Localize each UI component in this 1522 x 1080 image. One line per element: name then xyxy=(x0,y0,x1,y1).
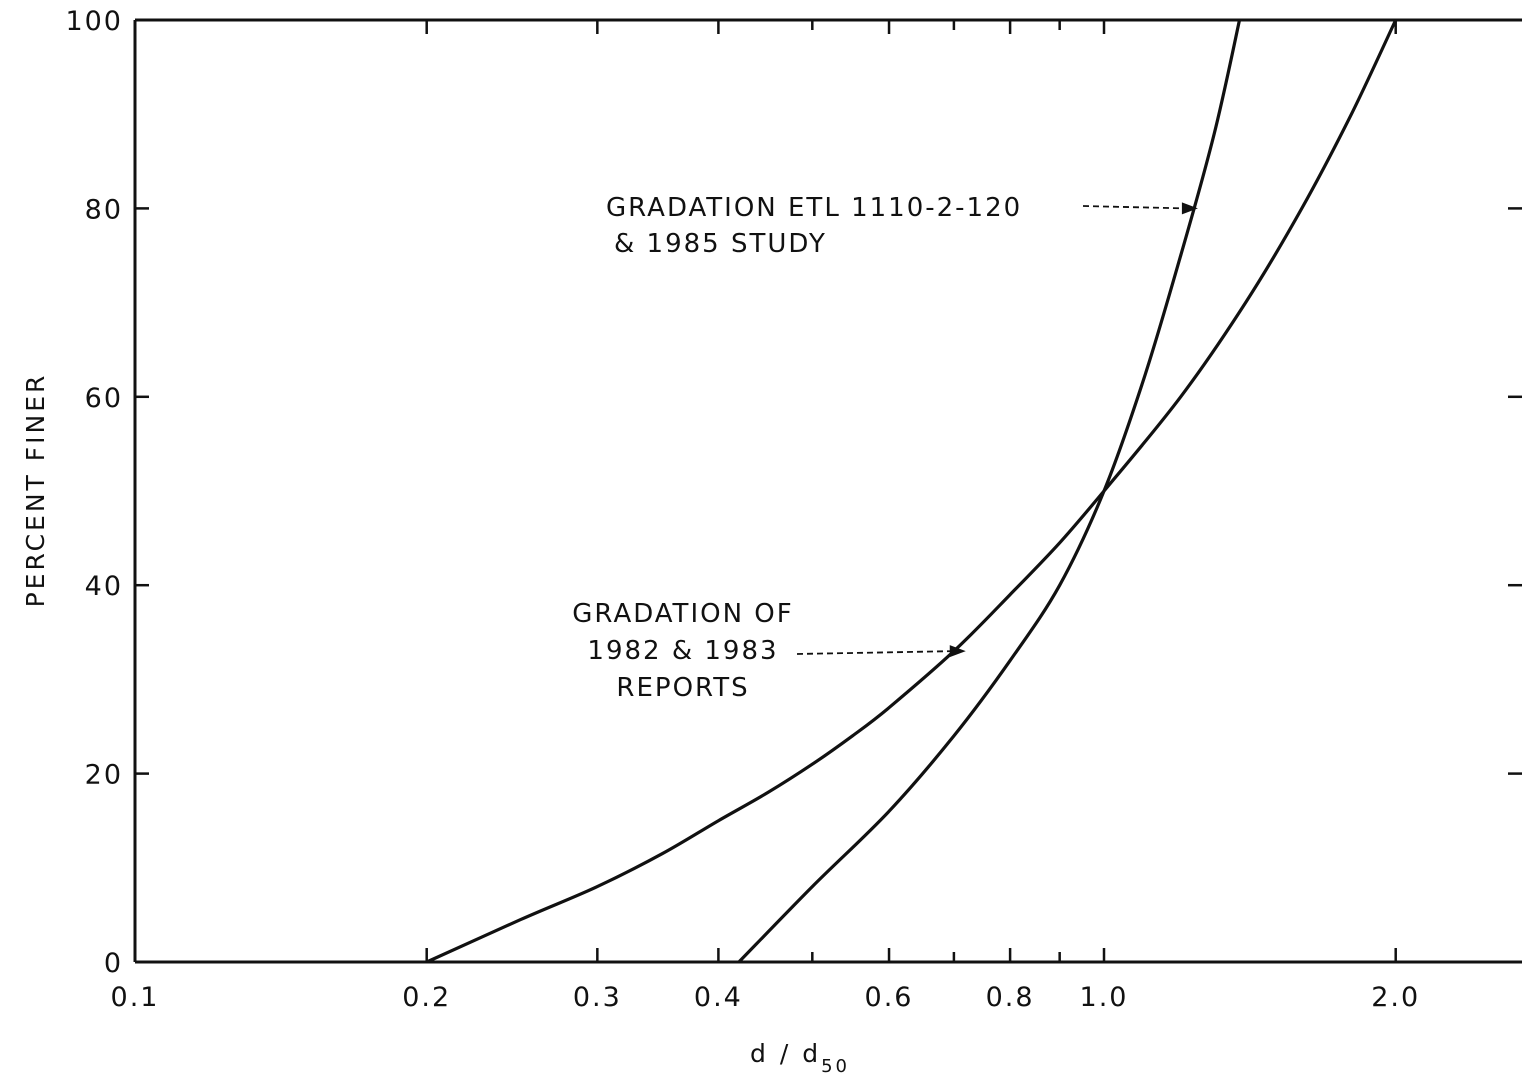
axes xyxy=(133,18,1522,964)
annotation-1-line-1: GRADATION ETL 1110-2-120 xyxy=(606,193,1022,223)
annotation-2-line-2: 1982 & 1983 xyxy=(587,636,778,666)
x-tick-label: 0.6 xyxy=(865,982,914,1013)
annotation-2-arrowhead xyxy=(949,645,966,658)
x-tick-label: 0.8 xyxy=(986,982,1035,1013)
x-tick-label: 0.3 xyxy=(573,982,622,1013)
annotation-2-line-1: GRADATION OF xyxy=(572,599,793,629)
y-tick-label: 20 xyxy=(85,760,123,791)
x-axis-title-main: d / d xyxy=(750,1039,821,1068)
x-axis-title-subscript: 50 xyxy=(821,1056,850,1077)
tick-labels: 0.1 0.2 0.3 0.4 0.6 0.8 1.0 2.0 0 20 40 60 80 100 xyxy=(65,6,1420,1013)
annotation-2-line-3: REPORTS xyxy=(616,673,749,703)
annotation-2-leader xyxy=(796,650,954,655)
annotations-layer: GRADATION ETL 1110-2-120 & 1985 STUDY GRAD… xyxy=(572,193,1198,703)
x-tick-label: 2.0 xyxy=(1371,982,1420,1013)
y-tick-label: 100 xyxy=(65,6,123,37)
gradation-curve-narrow xyxy=(737,19,1242,964)
y-tick-label: 60 xyxy=(85,383,123,414)
ticks xyxy=(133,18,1522,964)
x-tick-label: 0.4 xyxy=(694,982,743,1013)
x-tick-label: 1.0 xyxy=(1080,982,1129,1013)
gradation-curve-wide xyxy=(426,19,1398,964)
annotation-1-arrowhead xyxy=(1181,202,1198,215)
y-tick-label: 80 xyxy=(85,194,123,225)
x-axis-title: d / d50 xyxy=(750,1039,850,1077)
annotation-1-leader xyxy=(1082,205,1186,210)
y-axis-title: PERCENT FINER xyxy=(21,373,50,608)
y-tick-label: 0 xyxy=(104,948,123,979)
annotation-1-line-2: & 1985 STUDY xyxy=(614,229,827,259)
y-tick-label: 40 xyxy=(85,571,123,602)
x-tick-label: 0.1 xyxy=(111,982,160,1013)
x-tick-label: 0.2 xyxy=(402,982,451,1013)
series-layer xyxy=(426,19,1398,964)
